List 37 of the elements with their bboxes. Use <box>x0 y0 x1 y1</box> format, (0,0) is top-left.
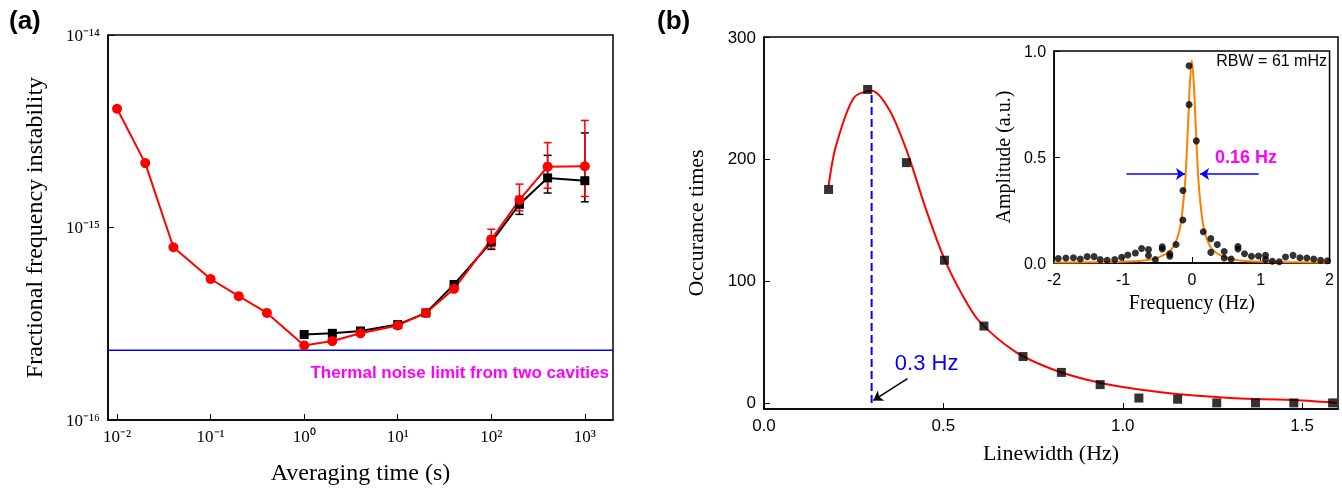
chart-title: (b) <box>657 5 691 35</box>
x-tick-label: 10² <box>480 427 503 446</box>
x-tick-label: -1 <box>1115 270 1131 288</box>
annotation: RBW = 61 mHz <box>1216 51 1327 69</box>
x-axis-title: Linewidth (Hz) <box>982 439 1120 465</box>
y-tick-label: 0.0 <box>1023 254 1047 272</box>
x-tick-label: 10³ <box>573 427 596 446</box>
x-tick-label: -2 <box>1047 270 1062 288</box>
x-tick-label: 10⁻² <box>103 427 132 446</box>
y-tick-label: 300 <box>727 27 756 47</box>
y-tick-label: 10⁻¹⁵ <box>65 218 101 237</box>
x-tick-label: 1.0 <box>1110 416 1135 435</box>
x-tick-label: 10⁻¹ <box>196 427 225 446</box>
chart-title: (a) <box>9 5 41 35</box>
x-axis-title: Frequency (Hz) <box>1128 290 1255 314</box>
y-tick-label: 0 <box>746 393 756 413</box>
annotation: 0.16 Hz <box>1215 147 1278 167</box>
y-axis-title: Amplitude (a.u.) <box>992 90 1015 224</box>
x-tick-label: 0 <box>1187 270 1197 288</box>
x-axis-title: Averaging time (s) <box>270 459 451 485</box>
x-tick-label: 2 <box>1325 270 1335 288</box>
y-axis-title: Fractional frequency instability <box>21 76 47 379</box>
x-tick-label: 1.5 <box>1290 416 1314 435</box>
x-tick-label: 10⁰ <box>292 427 316 446</box>
y-tick-label: 10⁻¹⁶ <box>65 410 101 430</box>
x-tick-label: 0.5 <box>931 416 956 435</box>
annotation: 0.3 Hz <box>894 350 959 376</box>
y-axis-title: Occurance times <box>682 149 708 297</box>
y-tick-label: 200 <box>727 149 756 169</box>
x-tick-label: 10¹ <box>386 427 409 446</box>
y-tick-label: 1.0 <box>1023 42 1047 60</box>
x-tick-label: 1 <box>1256 270 1266 288</box>
x-tick-label: 0.0 <box>752 416 776 435</box>
y-tick-label: 10⁻¹⁴ <box>65 25 101 45</box>
y-tick-label: 100 <box>727 271 756 291</box>
ref-line-label: Thermal noise limit from two cavities <box>310 363 609 383</box>
y-tick-label: 0.5 <box>1023 148 1047 166</box>
